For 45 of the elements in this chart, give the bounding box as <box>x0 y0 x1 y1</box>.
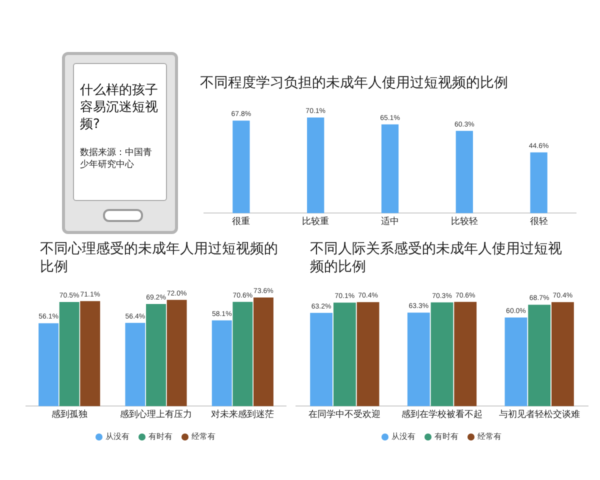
bar <box>232 120 250 214</box>
x-tick-label: 与初见者轻松交谈难 <box>498 408 580 420</box>
bar <box>307 118 324 214</box>
bar <box>253 297 274 406</box>
chart-title: 不同心理感受的未成年人用过短视频的比例 <box>39 240 279 276</box>
bar <box>551 302 574 406</box>
bar <box>456 130 473 214</box>
x-tick-label: 对未来感到迷茫 <box>211 408 274 420</box>
x-tick-label: 很轻 <box>530 216 548 227</box>
legend-label: 从没有 <box>392 432 416 442</box>
x-tick-label: 很重 <box>232 216 250 227</box>
bar <box>454 302 477 406</box>
bar <box>59 302 80 406</box>
source-note: 数据来源：中国青少年研究中心 <box>80 147 153 171</box>
chart-title: 不同人际关系感受的未成年人使用过短视频的比例 <box>309 240 563 276</box>
chart-title: 不同程度学习负担的未成年人使用过短视频的比例 <box>200 74 509 92</box>
bar <box>430 302 454 406</box>
bar <box>333 302 356 406</box>
phone-frame: 什么样的孩子容易沉迷短视频? 数据来源：中国青少年研究中心 <box>62 52 178 234</box>
bar <box>38 323 59 406</box>
x-tick-label: 感到在学校被看不起 <box>402 408 482 420</box>
bar <box>528 304 551 406</box>
x-tick-label: 感到心理上有压力 <box>120 408 192 420</box>
bar <box>530 152 548 214</box>
bar <box>310 312 333 406</box>
legend-label: 经常有 <box>478 432 502 442</box>
bar <box>146 304 166 406</box>
x-tick-label: 在同学中不受欢迎 <box>308 408 381 420</box>
legend-label: 经常有 <box>192 432 216 442</box>
x-tick-label: 适中 <box>381 216 399 227</box>
bar <box>407 312 430 406</box>
x-tick-label: 比较重 <box>302 216 330 227</box>
x-tick-label: 比较轻 <box>450 216 478 227</box>
bar <box>212 320 232 406</box>
bar <box>232 302 253 406</box>
bar <box>166 300 187 406</box>
legend-label: 从没有 <box>106 432 130 442</box>
bar <box>504 318 528 406</box>
bar <box>356 302 380 406</box>
bar <box>381 124 399 214</box>
bar <box>125 322 146 406</box>
legend-label: 有时有 <box>434 432 458 442</box>
x-tick-label: 感到孤独 <box>51 408 88 420</box>
bar <box>80 301 100 406</box>
legend-label: 有时有 <box>148 432 172 442</box>
